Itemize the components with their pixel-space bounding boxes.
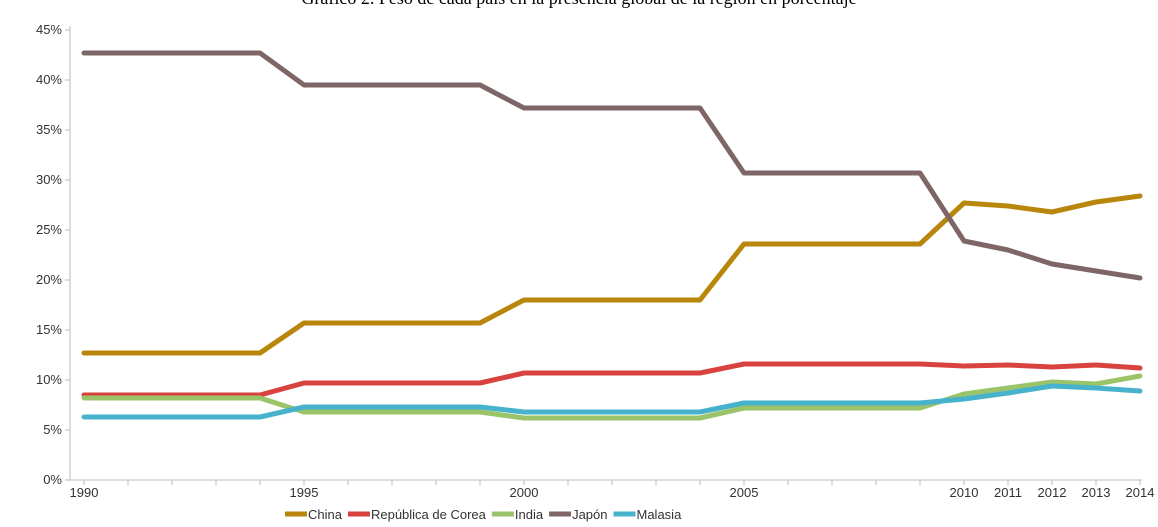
y-tick-label: 20% <box>36 272 62 287</box>
x-tick-label: 2005 <box>730 485 759 500</box>
x-tick-label: 2013 <box>1082 485 1111 500</box>
x-tick-label: 2012 <box>1038 485 1067 500</box>
y-tick-label: 30% <box>36 172 62 187</box>
y-tick-label: 5% <box>43 422 62 437</box>
series-line-china <box>81 193 1143 356</box>
x-tick-label: 2000 <box>510 485 539 500</box>
y-tick-label: 25% <box>36 222 62 237</box>
x-tick-label: 2010 <box>950 485 979 500</box>
series-line-malasia <box>81 383 1143 420</box>
chart-title: Gráfico 2. Peso de cada país en la prese… <box>0 0 1158 9</box>
x-tick-label: 1990 <box>70 485 99 500</box>
y-tick-label: 0% <box>43 472 62 487</box>
series-line-japon <box>81 50 1143 281</box>
series-line-india <box>81 373 1143 421</box>
legend-label-malasia: Malasia <box>637 507 683 522</box>
y-tick-label: 45% <box>36 22 62 37</box>
x-tick-label: 2014 <box>1126 485 1155 500</box>
legend-label-japon: Japón <box>572 507 607 522</box>
series-lines <box>81 50 1143 421</box>
legend-label-china: China <box>308 507 343 522</box>
legend: China República de Corea India Japón Malasia <box>285 507 682 522</box>
legend-label-republica-de-corea: República de Corea <box>371 507 487 522</box>
x-tick-label: 1995 <box>290 485 319 500</box>
y-tick-label: 15% <box>36 322 62 337</box>
y-tick-label: 40% <box>36 72 62 87</box>
y-axis: 0% 5% 10% 15% 20% 25% 30% 35% 40% 45% <box>36 22 71 487</box>
series-line-republica-de-corea <box>81 361 1143 398</box>
y-tick-label: 35% <box>36 122 62 137</box>
x-tick-label: 2011 <box>994 485 1022 500</box>
y-tick-label: 10% <box>36 372 62 387</box>
x-axis: 1990 1995 2000 2005 2010 2011 2012 2013 2014 <box>70 479 1155 500</box>
legend-label-india: India <box>515 507 544 522</box>
